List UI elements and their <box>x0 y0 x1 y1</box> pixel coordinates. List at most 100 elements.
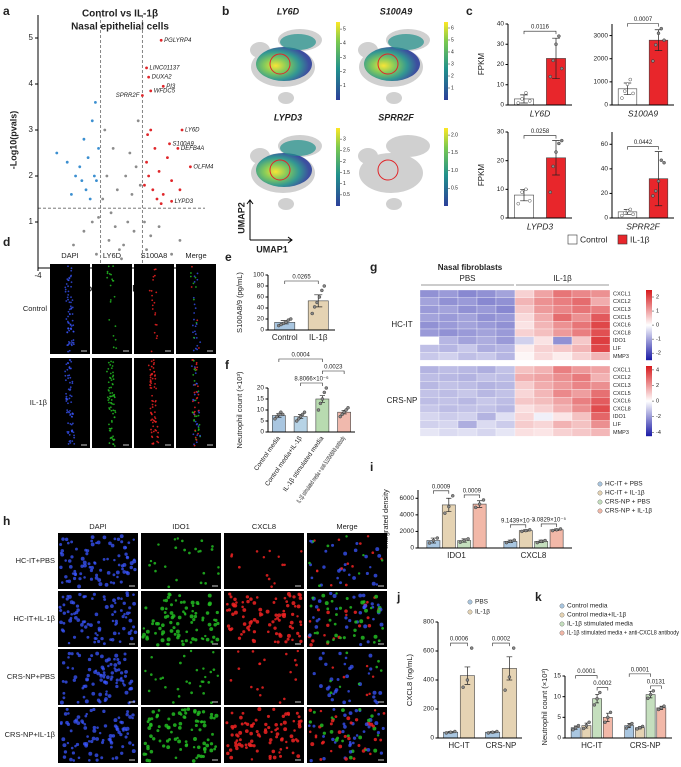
row-label: CXCL2 <box>613 299 631 305</box>
data-point <box>659 706 663 710</box>
heatmap-cell <box>533 373 554 382</box>
signal <box>358 708 362 712</box>
signal <box>299 623 303 626</box>
row-label: CRS-NP+IL-1β <box>5 730 56 739</box>
signal <box>184 740 188 743</box>
signal <box>68 301 71 304</box>
signal <box>172 701 175 704</box>
data-point <box>477 502 482 506</box>
signal <box>346 734 350 738</box>
signal <box>69 729 73 733</box>
colorbar-tick-label: 1.5 <box>343 170 350 176</box>
signal <box>313 631 317 635</box>
signal <box>67 443 70 445</box>
signal <box>213 623 217 627</box>
data-point <box>481 498 486 502</box>
signal <box>339 636 342 640</box>
signal <box>344 656 348 660</box>
signal <box>291 751 295 755</box>
signal <box>81 721 85 725</box>
signal <box>113 657 116 661</box>
signal <box>77 584 81 589</box>
legend-label: CRS-NP + PBS <box>605 499 651 506</box>
signal <box>210 640 214 644</box>
heatmap-cell <box>419 336 440 345</box>
heatmap-cell <box>590 428 611 437</box>
signal <box>377 659 380 663</box>
y-axis-title: CXCL8 (ng/mL) <box>405 653 414 706</box>
heatmap-cell <box>514 412 535 421</box>
signal <box>80 623 84 627</box>
signal <box>237 636 242 640</box>
signal <box>59 700 64 705</box>
signal <box>316 608 320 612</box>
signal <box>347 573 351 577</box>
signal <box>373 573 378 578</box>
micrograph <box>134 358 174 448</box>
signal <box>214 618 218 622</box>
signal <box>330 698 334 702</box>
signal <box>209 670 213 674</box>
signal <box>95 541 98 545</box>
data-point <box>625 82 630 86</box>
signal <box>294 678 298 681</box>
signal <box>149 723 153 728</box>
signal <box>210 548 214 551</box>
colorbar-tick-label: 0.5 <box>343 192 350 198</box>
signal <box>209 748 214 753</box>
signal <box>230 733 234 737</box>
colorbar-tick-label: 1.0 <box>451 168 458 174</box>
data-point <box>648 692 653 697</box>
signal <box>111 734 116 738</box>
column-header: LY6D <box>103 251 122 260</box>
y-tick-label: 0 <box>500 102 504 109</box>
signal <box>353 548 358 553</box>
legend-label: HC-IT + IL-1β <box>605 490 645 497</box>
signal <box>329 730 334 734</box>
signal <box>347 690 350 693</box>
point <box>97 147 100 150</box>
heatmap-cell <box>419 381 440 390</box>
signal <box>242 630 246 634</box>
signal <box>325 686 330 691</box>
column-group-label: PBS <box>459 274 475 283</box>
y-tick-label: 400 <box>423 677 434 684</box>
y-tick-label: 5 <box>29 33 34 42</box>
signal <box>177 615 182 620</box>
heatmap-cell <box>590 313 611 322</box>
signal <box>261 686 264 689</box>
data-point <box>646 696 650 701</box>
signal <box>319 709 323 713</box>
signal <box>376 734 380 737</box>
signal <box>62 755 67 759</box>
signal <box>109 740 113 744</box>
colorbar <box>336 22 340 100</box>
gene-annotation: DEFB4A <box>181 146 204 152</box>
signal <box>95 651 100 656</box>
signal <box>270 585 273 588</box>
significance-bracket <box>510 524 527 528</box>
signal <box>202 723 207 728</box>
signal <box>73 442 76 445</box>
signal <box>151 377 154 380</box>
y-tick-label: 0 <box>604 215 608 222</box>
data-point <box>512 538 517 542</box>
signal <box>108 389 110 392</box>
signal <box>149 374 152 377</box>
signal <box>63 712 68 716</box>
signal <box>150 412 153 415</box>
heatmap-cell <box>495 305 516 314</box>
signal <box>379 669 383 672</box>
signal <box>114 653 119 658</box>
row-label: CXCL3 <box>613 307 631 313</box>
heatmap-cell <box>590 321 611 330</box>
signal <box>67 374 69 377</box>
point <box>118 248 121 252</box>
signal <box>346 716 351 721</box>
heatmap-cell <box>457 397 478 406</box>
legend-marker <box>467 609 473 615</box>
data-point <box>587 720 591 724</box>
signal <box>166 642 169 646</box>
colorbar <box>646 366 652 437</box>
signal <box>317 599 322 603</box>
